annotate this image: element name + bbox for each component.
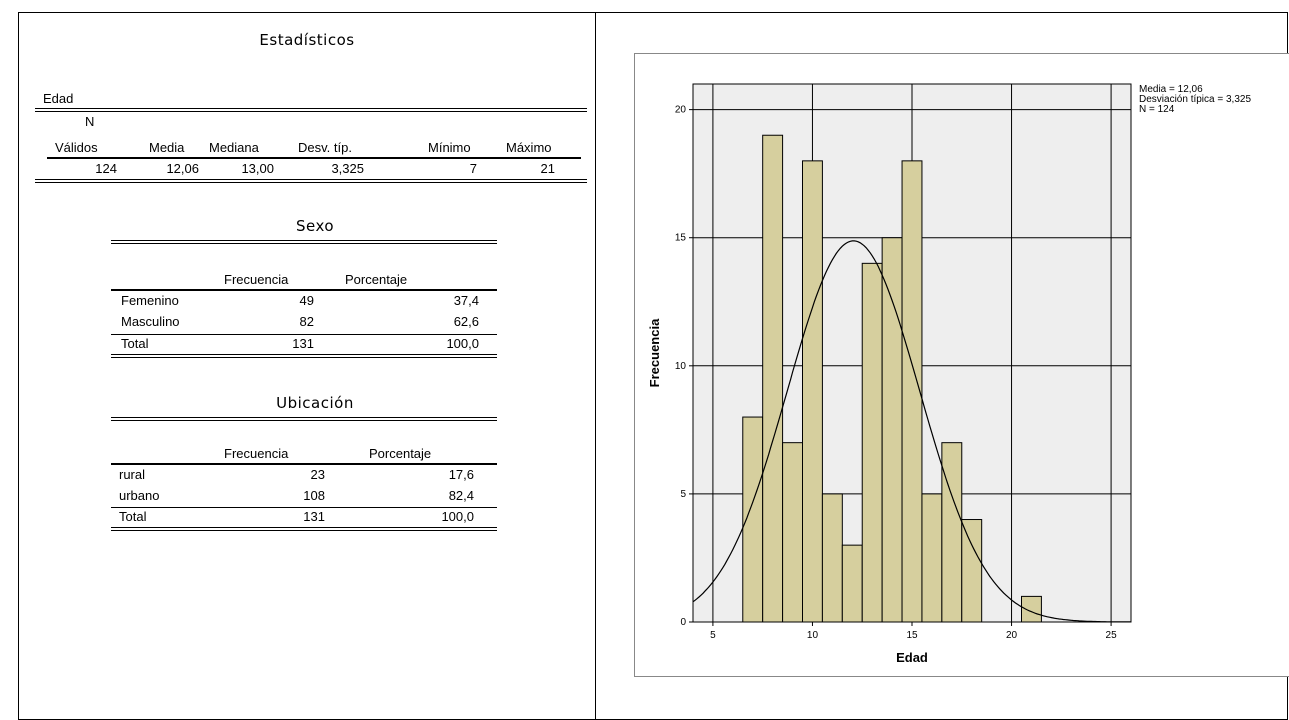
histogram-bar-21 — [1021, 595, 1042, 623]
estadisticos-n-label: N — [85, 114, 95, 129]
estadisticos-value-validos: 124 — [95, 161, 117, 176]
estadisticos-value-media: 12,06 — [166, 161, 199, 176]
estadisticos-variable: Edad — [43, 91, 74, 106]
sexo-header-porcentaje: Porcentaje — [345, 272, 408, 287]
ubicacion-row-freq-total: 131 — [303, 509, 325, 524]
estadisticos-value-desv: 3,325 — [331, 161, 364, 176]
histogram-bar-8 — [762, 134, 784, 623]
y-tick-label-5: 5 — [680, 489, 686, 500]
x-tick-label-5: 5 — [710, 630, 716, 641]
sexo-row-label-total: Total — [121, 336, 149, 351]
ubicacion-top-rule — [111, 417, 497, 421]
sexo-top-rule — [111, 240, 497, 244]
sexo-row-pct-masculino: 62,6 — [453, 314, 479, 329]
estadisticos-header-minimo: Mínimo — [428, 140, 471, 155]
sexo-bottom-rule — [111, 354, 497, 358]
ubicacion-row-label-urbano: urbano — [119, 488, 160, 503]
histogram-bar-16 — [921, 493, 943, 623]
sexo-total-rule — [111, 334, 497, 335]
ubicacion-row-pct-urbano: 82,4 — [448, 488, 474, 503]
output-frame: Estadísticos Edad N Válidos Media Median… — [18, 12, 1289, 720]
tables-panel: Estadísticos Edad N Válidos Media Median… — [19, 13, 595, 719]
sexo-row-freq-masculino: 82 — [299, 314, 314, 329]
histogram-bar-14 — [881, 237, 903, 623]
ubicacion-row-freq-urbano: 108 — [303, 488, 325, 503]
ubicacion-title: Ubicación — [276, 394, 354, 412]
estadisticos-header-desv: Desv. típ. — [298, 140, 352, 155]
x-axis-label: Edad — [896, 650, 928, 665]
normal-curve — [692, 240, 1131, 623]
chart-panel: 0 5 10 15 20 5 10 15 20 25 Frecuencia Edad Media … — [596, 13, 1289, 719]
plot-layer: 0 5 10 15 20 5 10 15 20 25 — [675, 83, 1132, 641]
estadisticos-value-mediana: 13,00 — [241, 161, 274, 176]
estadisticos-bottom-rule — [35, 179, 587, 183]
x-tick-label-25: 25 — [1106, 630, 1118, 641]
sexo-row-freq-femenino: 49 — [299, 293, 314, 308]
sexo-title: Sexo — [295, 217, 335, 235]
x-tick-label-10: 10 — [807, 630, 819, 641]
histogram-chart: 0 5 10 15 20 5 10 15 20 25 Frecuencia Edad Media … — [634, 53, 1289, 677]
ubicacion-header-rule — [111, 463, 497, 465]
ubicacion-row-freq-rural: 23 — [310, 467, 325, 482]
estadisticos-header-maximo: Máximo — [506, 140, 552, 155]
histogram-bar-15 — [901, 160, 923, 623]
estadisticos-title: Estadísticos — [259, 31, 355, 49]
histogram-bar-13 — [861, 262, 883, 623]
ubicacion-row-pct-rural: 17,6 — [448, 467, 474, 482]
sexo-row-freq-total: 131 — [292, 336, 314, 351]
sexo-row-pct-total: 100,0 — [446, 336, 479, 351]
ubicacion-row-label-rural: rural — [119, 467, 146, 482]
histogram-bar-12 — [841, 544, 863, 623]
x-tick-label-20: 20 — [1006, 630, 1018, 641]
sexo-header-frecuencia: Frecuencia — [224, 272, 289, 287]
estadisticos-header-mediana: Mediana — [209, 140, 259, 155]
sexo-row-label-masculino: Masculino — [121, 314, 180, 329]
y-tick-label-20: 20 — [675, 105, 687, 116]
histogram-bar-9 — [782, 442, 804, 623]
ubicacion-header-porcentaje: Porcentaje — [369, 446, 432, 461]
y-axis-label: Frecuencia — [647, 318, 662, 387]
column-divider — [595, 13, 596, 719]
x-tick-label-15: 15 — [906, 630, 918, 641]
estadisticos-header-rule — [47, 157, 581, 159]
ubicacion-row-label-total: Total — [119, 509, 147, 524]
histogram-bar-10 — [802, 160, 823, 623]
ubicacion-header-frecuencia: Frecuencia — [224, 446, 289, 461]
sexo-row-label-femenino: Femenino — [121, 293, 179, 308]
histogram-bar-18 — [961, 519, 983, 623]
estadisticos-value-minimo: 7 — [469, 161, 477, 176]
legend-line-media: Media = 12,06 — [1139, 84, 1203, 95]
estadisticos-top-rule — [35, 108, 587, 112]
sexo-row-pct-femenino: 37,4 — [453, 293, 479, 308]
estadisticos-header-validos: Válidos — [55, 140, 98, 155]
ubicacion-total-rule — [111, 507, 497, 508]
ubicacion-bottom-rule — [111, 527, 497, 531]
y-tick-label-15: 15 — [675, 233, 687, 244]
legend-line-desviacion: Desviación típica = 3,325 — [1139, 94, 1251, 105]
estadisticos-value-maximo: 21 — [540, 161, 555, 176]
sexo-header-rule — [111, 289, 497, 291]
histogram-bar-11 — [821, 493, 843, 623]
y-tick-label-0: 0 — [680, 617, 686, 628]
estadisticos-header-media: Media — [149, 140, 185, 155]
y-tick-label-10: 10 — [675, 361, 687, 372]
legend-line-n: N = 124 — [1139, 104, 1175, 115]
histogram-bar-17 — [941, 442, 963, 623]
ubicacion-row-pct-total: 100,0 — [441, 509, 474, 524]
